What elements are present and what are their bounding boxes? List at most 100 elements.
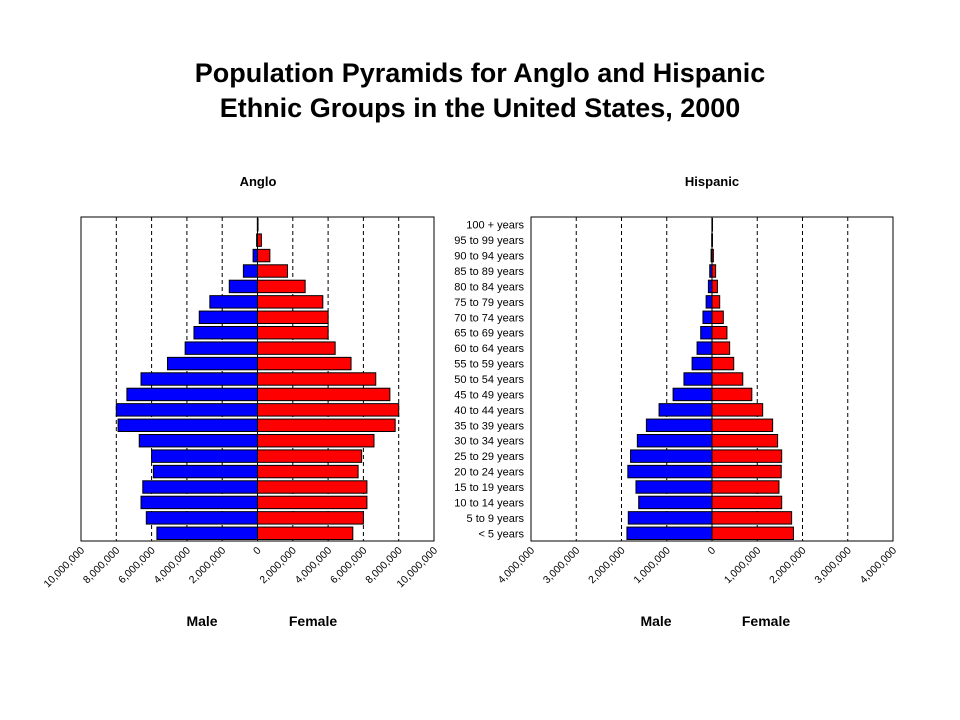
hispanic-female-bar [711, 434, 779, 448]
anglo-female-bar [257, 233, 262, 247]
anglo-male-bar [252, 248, 258, 263]
hispanic-x-tick-label: 3,000,000 [541, 545, 583, 587]
hispanic-female-bar [711, 526, 794, 540]
hispanic-male-bar [700, 326, 713, 340]
hispanic-female-bar [711, 495, 783, 510]
hispanic-female-bar [711, 403, 764, 417]
age-group-label: 60 to 64 years [454, 343, 524, 355]
anglo-female-bar [257, 295, 324, 309]
anglo-female-bar [257, 511, 364, 525]
hispanic-female-bar [711, 372, 744, 386]
hispanic-male-bar [705, 295, 713, 309]
anglo-female-bar [257, 310, 329, 325]
anglo-x-tick-label: 6,000,000 [116, 545, 158, 587]
hispanic-female-bar [711, 511, 793, 525]
anglo-female-bar [257, 387, 391, 402]
hispanic-male-bar [627, 511, 713, 525]
hispanic-male-bar [702, 310, 713, 325]
anglo-male-bar [156, 526, 259, 540]
hispanic-x-tick-label: 0 [706, 545, 719, 558]
hispanic-female-bar [711, 326, 728, 340]
age-group-label: 45 to 49 years [454, 389, 524, 401]
anglo-female-bar [257, 480, 368, 494]
hispanic-male-bar [635, 480, 713, 494]
anglo-male-bar [184, 341, 258, 355]
anglo-female-bar [257, 464, 359, 479]
hispanic-x-tick-label: 2,000,000 [767, 545, 809, 587]
hispanic-x-tick-label: 4,000,000 [496, 545, 538, 587]
hispanic-x-tick-label: 1,000,000 [631, 545, 673, 587]
anglo-male-bar [166, 356, 258, 371]
anglo-male-bar [115, 403, 258, 417]
hispanic-female-label: Female [742, 613, 790, 629]
hispanic-panel-title: Hispanic [685, 174, 739, 189]
hispanic-male-bar [630, 449, 713, 463]
anglo-female-bar [257, 372, 377, 386]
anglo-x-tick-label: 2,000,000 [187, 545, 229, 587]
hispanic-x-tick-label: 4,000,000 [858, 545, 900, 587]
hispanic-male-label: Male [640, 613, 671, 629]
age-group-label: < 5 years [478, 528, 524, 540]
anglo-x-tick-label: 2,000,000 [257, 545, 299, 587]
anglo-male-label: Male [186, 613, 217, 629]
anglo-male-bar [142, 480, 258, 494]
anglo-x-tick-label: 4,000,000 [152, 545, 194, 587]
hispanic-male-bar [658, 403, 713, 417]
hispanic-x-tick-label: 3,000,000 [812, 545, 854, 587]
anglo-x-tick-label: 10,000,000 [41, 545, 87, 591]
anglo-male-bar [140, 372, 258, 386]
hispanic-female-bar [711, 480, 780, 494]
hispanic-male-bar [696, 341, 713, 355]
age-group-label: 30 to 34 years [454, 436, 524, 448]
hispanic-male-bar [626, 526, 713, 540]
hispanic-female-bar [711, 449, 783, 463]
age-group-label: 65 to 69 years [454, 328, 524, 340]
anglo-female-bar [257, 526, 354, 540]
anglo-female-label: Female [289, 613, 337, 629]
hispanic-male-bar [683, 372, 713, 386]
anglo-male-bar [138, 434, 258, 448]
anglo-male-bar [228, 279, 258, 294]
hispanic-male-bar [691, 356, 713, 371]
anglo-x-tick-label: 8,000,000 [81, 545, 123, 587]
chart-title-line2: Ethnic Groups in the United States, 2000 [219, 93, 741, 123]
age-group-label: 20 to 24 years [454, 467, 524, 479]
hispanic-male-bar [627, 464, 713, 479]
hispanic-female-bar [711, 356, 735, 371]
anglo-male-bar [152, 464, 259, 479]
age-group-label: 100 + years [466, 220, 524, 232]
anglo-female-bar [257, 449, 363, 463]
anglo-female-bar [257, 279, 306, 294]
chart-title: Population Pyramids for Anglo and Hispan… [0, 56, 960, 126]
hispanic-female-bar [711, 264, 717, 278]
hispanic-male-bar [672, 387, 713, 402]
anglo-female-bar [257, 418, 396, 433]
age-group-label: 55 to 59 years [454, 359, 524, 371]
hispanic-x-tick-label: 2,000,000 [586, 545, 628, 587]
hispanic-female-bar [711, 310, 724, 325]
anglo-female-bar [257, 434, 375, 448]
age-group-label: 40 to 44 years [454, 405, 524, 417]
anglo-male-bar [151, 449, 259, 463]
age-group-label: 80 to 84 years [454, 281, 524, 293]
anglo-female-bar [257, 356, 352, 371]
hispanic-female-bar [711, 387, 753, 402]
anglo-female-bar [257, 326, 329, 340]
anglo-male-bar [126, 387, 258, 402]
age-group-label: 75 to 79 years [454, 297, 524, 309]
hispanic-male-bar [638, 495, 713, 510]
anglo-male-bar [140, 495, 258, 510]
anglo-x-tick-label: 6,000,000 [328, 545, 370, 587]
age-group-label: 15 to 19 years [454, 482, 524, 494]
age-group-label: 50 to 54 years [454, 374, 524, 386]
hispanic-female-bar [711, 464, 782, 479]
age-group-label: 85 to 89 years [454, 266, 524, 278]
hispanic-female-bar [711, 279, 718, 294]
anglo-male-bar [193, 326, 259, 340]
age-group-label: 10 to 14 years [454, 497, 524, 509]
anglo-x-tick-label: 0 [251, 545, 264, 558]
anglo-female-bar [257, 248, 271, 263]
anglo-female-bar [257, 264, 289, 278]
age-group-label: 95 to 99 years [454, 235, 524, 247]
